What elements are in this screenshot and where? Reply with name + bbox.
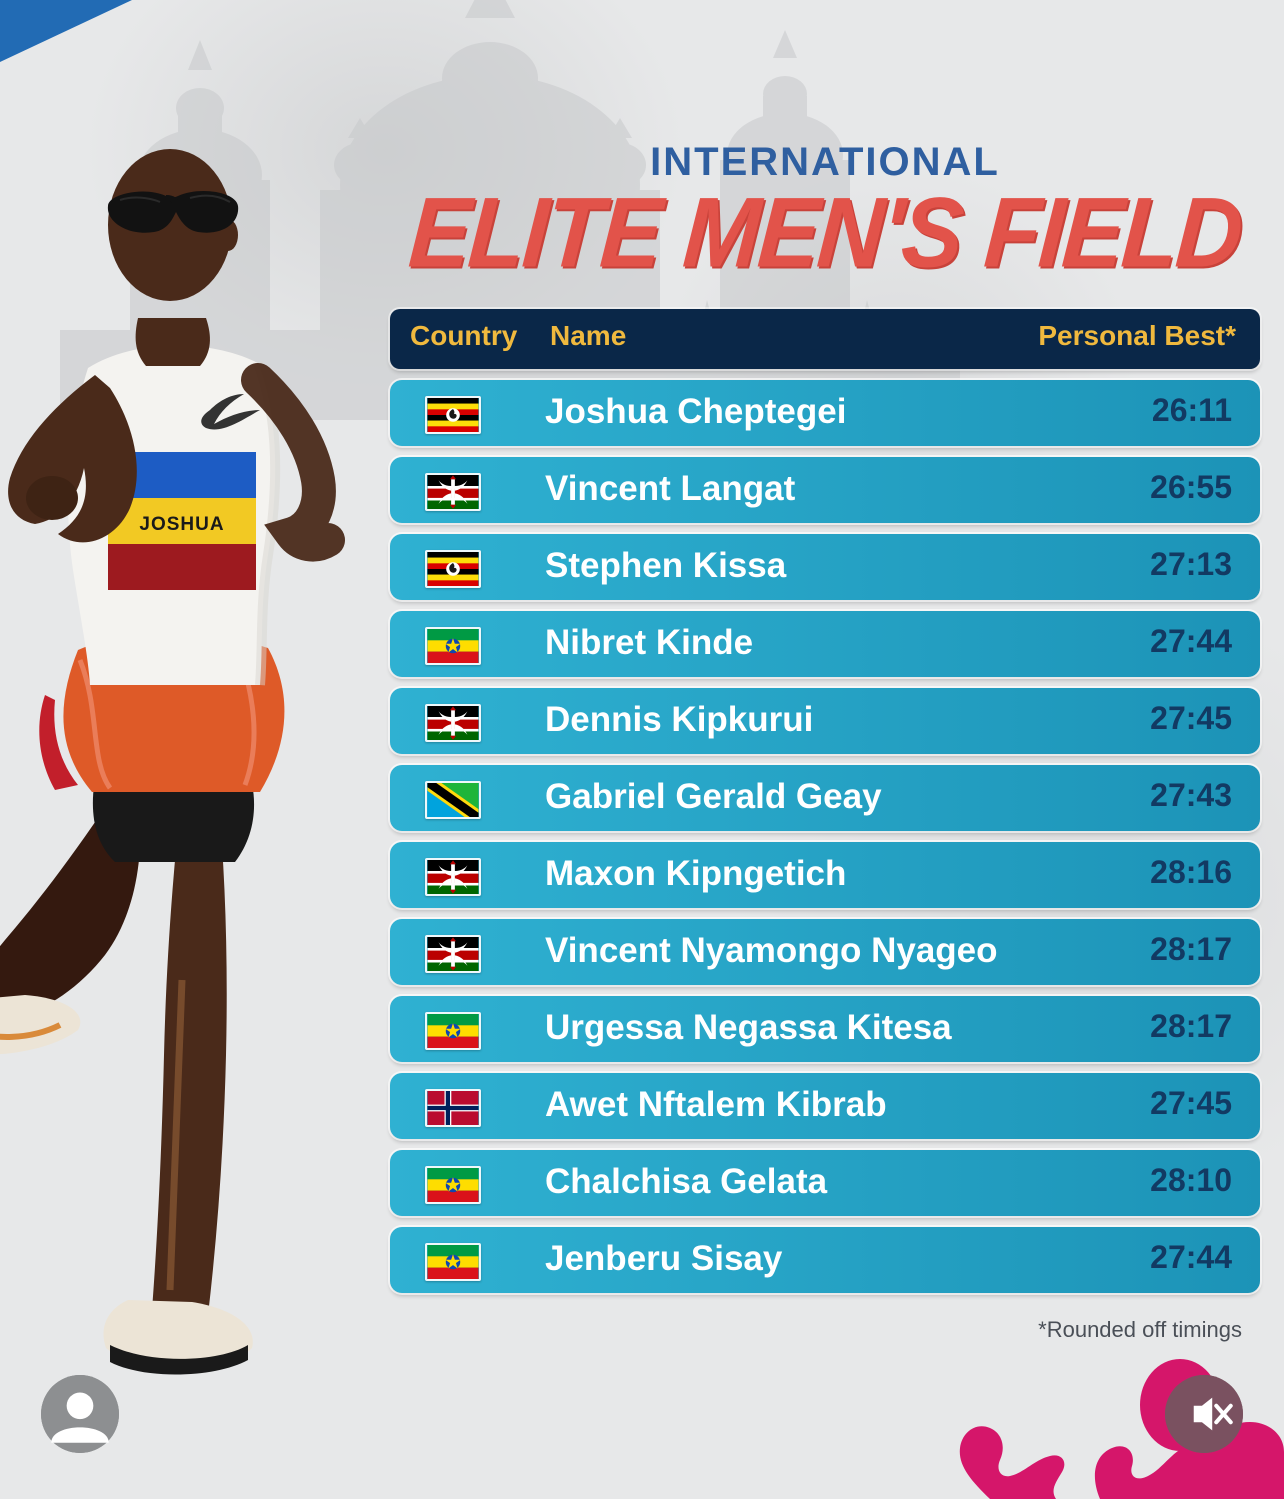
svg-text:JOSHUA: JOSHUA xyxy=(139,514,224,535)
